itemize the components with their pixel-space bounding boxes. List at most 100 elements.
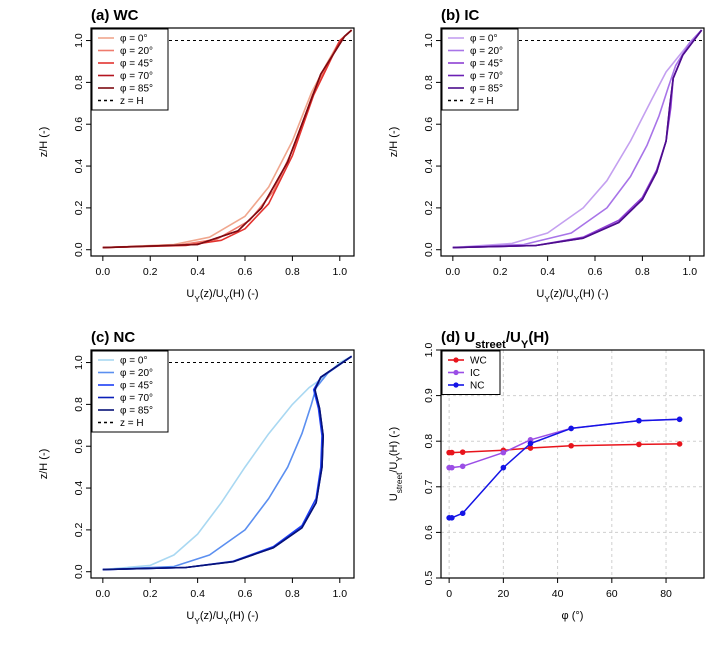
x-tick-label: 0.2 xyxy=(493,266,508,278)
legend-label: φ = 70° xyxy=(120,71,153,82)
data-point xyxy=(568,425,574,432)
x-tick-label: 0.2 xyxy=(143,266,158,278)
legend-label: z = H xyxy=(120,418,144,429)
panel-title: (c) NC xyxy=(91,329,135,346)
legend-marker xyxy=(453,369,459,376)
y-tick-label: 0.6 xyxy=(423,117,435,132)
legend-label: φ = 0° xyxy=(470,34,497,45)
series-line xyxy=(102,29,353,249)
panel-title: (a) WC xyxy=(91,7,139,24)
legend-marker xyxy=(453,357,459,363)
series-line xyxy=(102,355,353,571)
legend-label: φ = 85° xyxy=(470,84,503,95)
x-tick-label: 0.8 xyxy=(635,266,650,278)
y-axis-label: z/H (-) xyxy=(38,449,50,480)
x-tick-label: 0.8 xyxy=(285,266,300,278)
panel-c: 0.0 0.2 0.4 0.6 0.8 1.0 0.0 0.2 0.4 0.6 0.8 1.0 UY(z… xyxy=(38,329,355,626)
data-point xyxy=(449,449,455,456)
y-tick-label: 0.8 xyxy=(423,434,435,449)
y-tick-label: 0.2 xyxy=(73,200,85,215)
y-tick-label: 0.0 xyxy=(423,242,435,257)
x-tick-label: 1.0 xyxy=(332,266,347,278)
y-tick-label: 0.9 xyxy=(423,388,435,403)
x-tick-label: 0.0 xyxy=(446,266,461,278)
y-tick-label: 0.6 xyxy=(73,439,85,454)
x-tick-label: 1.0 xyxy=(682,266,697,278)
series-line xyxy=(102,355,352,571)
legend-label: IC xyxy=(470,368,480,379)
y-tick-label: 0.8 xyxy=(73,75,85,90)
plot-frame xyxy=(440,349,705,579)
x-tick-label: 0.4 xyxy=(540,266,555,278)
legend-box xyxy=(91,28,169,111)
data-point xyxy=(449,515,455,521)
data-point xyxy=(500,449,507,456)
data-point xyxy=(449,464,455,471)
data-point xyxy=(676,416,683,423)
legend-label: φ = 70° xyxy=(470,71,503,82)
series-line xyxy=(449,418,680,519)
plot-frame xyxy=(90,27,355,257)
x-tick-label: 1.0 xyxy=(332,588,347,600)
plot-frame xyxy=(440,27,705,257)
legend-label: z = H xyxy=(120,96,144,107)
x-axis-label: UY(z)/UY(H) (-) xyxy=(186,610,258,626)
y-axis-label: z/H (-) xyxy=(388,127,400,158)
x-tick-label: 40 xyxy=(552,588,564,600)
y-tick-label: 0.6 xyxy=(73,117,85,132)
legend-box xyxy=(91,350,169,433)
y-tick-label: 1.0 xyxy=(423,343,435,358)
x-tick-label: 0.2 xyxy=(143,588,158,600)
x-tick-label: 0.0 xyxy=(96,588,111,600)
series-line xyxy=(452,29,703,249)
y-tick-label: 0.6 xyxy=(423,525,435,540)
legend-label: φ = 20° xyxy=(120,368,153,379)
y-tick-label: 0.8 xyxy=(73,397,85,412)
y-tick-label: 0.5 xyxy=(423,571,435,586)
y-tick-label: 1.0 xyxy=(73,33,85,48)
legend-label: WC xyxy=(470,356,487,367)
data-point xyxy=(459,463,466,470)
legend-label: z = H xyxy=(470,96,494,107)
x-tick-label: 0.4 xyxy=(190,266,205,278)
y-axis-label: z/H (-) xyxy=(38,127,50,158)
x-axis-label: UY(z)/UY(H) (-) xyxy=(536,288,608,304)
y-tick-label: 0.4 xyxy=(73,159,85,174)
x-axis-label: φ (°) xyxy=(562,610,584,622)
y-axis-label: Ustreet/UY(H) (-) xyxy=(388,427,404,501)
legend-box xyxy=(441,28,519,111)
data-point xyxy=(500,464,507,471)
panel-b: 0.0 0.2 0.4 0.6 0.8 1.0 0.0 0.2 0.4 0.6 0.8 1.0 UY(z… xyxy=(388,7,705,304)
data-point xyxy=(636,441,642,448)
x-tick-label: 0.4 xyxy=(190,588,205,600)
legend-label: NC xyxy=(470,381,484,392)
y-tick-label: 0.4 xyxy=(73,481,85,496)
legend-label: φ = 0° xyxy=(120,34,147,45)
data-point xyxy=(636,417,642,424)
legend-marker xyxy=(453,382,459,388)
x-tick-label: 0 xyxy=(446,588,452,600)
data-point xyxy=(676,441,683,447)
panel-d: 0 20 40 60 80 0.5 0.6 0.7 0.8 0.9 1.0 φ (°) Ustreet/… xyxy=(388,329,705,622)
y-tick-label: 0.0 xyxy=(73,242,85,257)
y-tick-label: 0.7 xyxy=(423,479,435,494)
legend-label: φ = 45° xyxy=(470,59,503,70)
legend-label: φ = 20° xyxy=(120,46,153,57)
series-line xyxy=(102,355,353,571)
legend-label: φ = 85° xyxy=(120,406,153,417)
y-tick-label: 0.0 xyxy=(73,564,85,579)
x-tick-label: 60 xyxy=(606,588,618,600)
series-line xyxy=(449,418,680,469)
legend-label: φ = 45° xyxy=(120,59,153,70)
plot-frame xyxy=(90,349,355,579)
data-point xyxy=(568,442,574,449)
x-tick-label: 80 xyxy=(660,588,672,600)
legend-label: φ = 0° xyxy=(120,356,147,367)
series-line xyxy=(449,443,680,454)
data-point xyxy=(459,510,466,517)
legend-label: φ = 70° xyxy=(120,393,153,404)
series-line xyxy=(452,29,703,249)
y-tick-label: 0.4 xyxy=(423,159,435,174)
x-tick-label: 0.6 xyxy=(238,266,253,278)
